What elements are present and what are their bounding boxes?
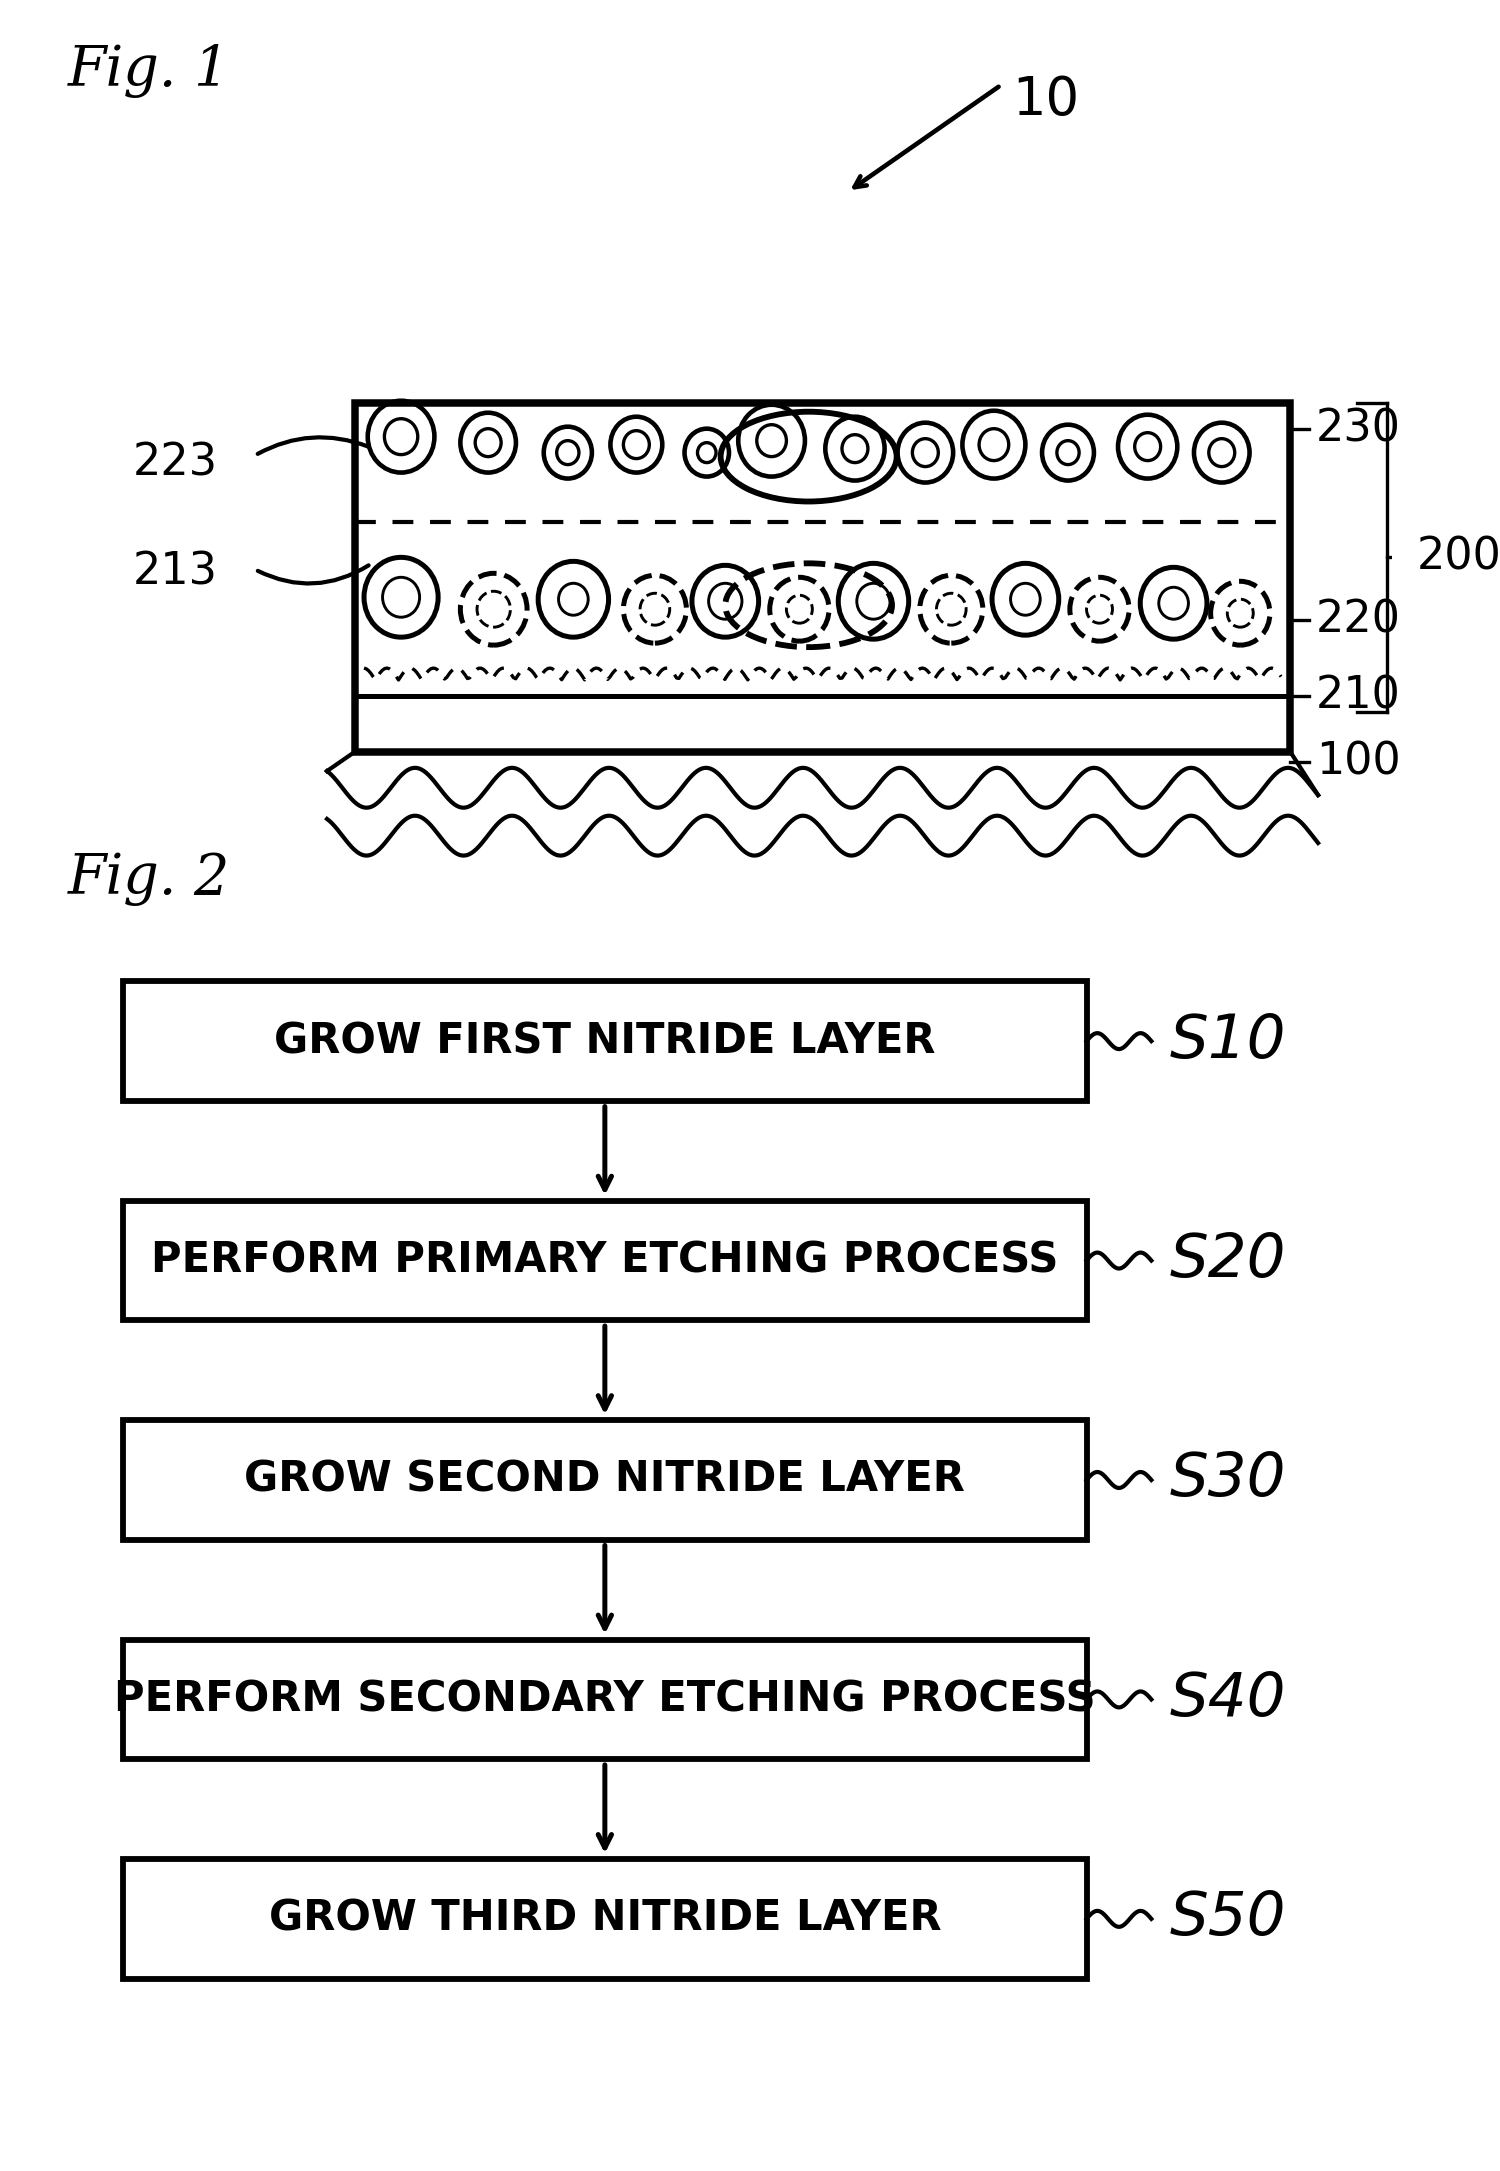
Text: Fig. 1: Fig. 1 [68,43,230,98]
Text: PERFORM PRIMARY ETCHING PROCESS: PERFORM PRIMARY ETCHING PROCESS [152,1240,1059,1281]
Text: GROW FIRST NITRIDE LAYER: GROW FIRST NITRIDE LAYER [274,1020,936,1062]
Text: 10: 10 [1013,74,1080,126]
Bar [356,404,1290,751]
Text: Fig. 2: Fig. 2 [68,851,230,905]
Text: S40: S40 [1170,1669,1287,1728]
Text: 213: 213 [132,551,218,595]
Text: S50: S50 [1170,1889,1287,1947]
Bar [123,1858,1086,1978]
Bar [123,981,1086,1101]
Text: 223: 223 [132,441,218,484]
Text: 220: 220 [1316,599,1401,643]
Bar [123,1639,1086,1759]
Text: 210: 210 [1316,675,1401,716]
Bar [123,1420,1086,1539]
Text: 100: 100 [1316,740,1401,784]
Text: PERFORM SECONDARY ETCHING PROCESS: PERFORM SECONDARY ETCHING PROCESS [114,1678,1095,1719]
Text: S30: S30 [1170,1450,1287,1509]
Text: 230: 230 [1316,408,1401,449]
Bar [123,1201,1086,1320]
Text: S10: S10 [1170,1012,1287,1070]
Text: GROW THIRD NITRIDE LAYER: GROW THIRD NITRIDE LAYER [268,1897,940,1941]
Text: GROW SECOND NITRIDE LAYER: GROW SECOND NITRIDE LAYER [244,1459,966,1500]
Text: S20: S20 [1170,1231,1287,1290]
Text: 200: 200 [1416,536,1500,580]
